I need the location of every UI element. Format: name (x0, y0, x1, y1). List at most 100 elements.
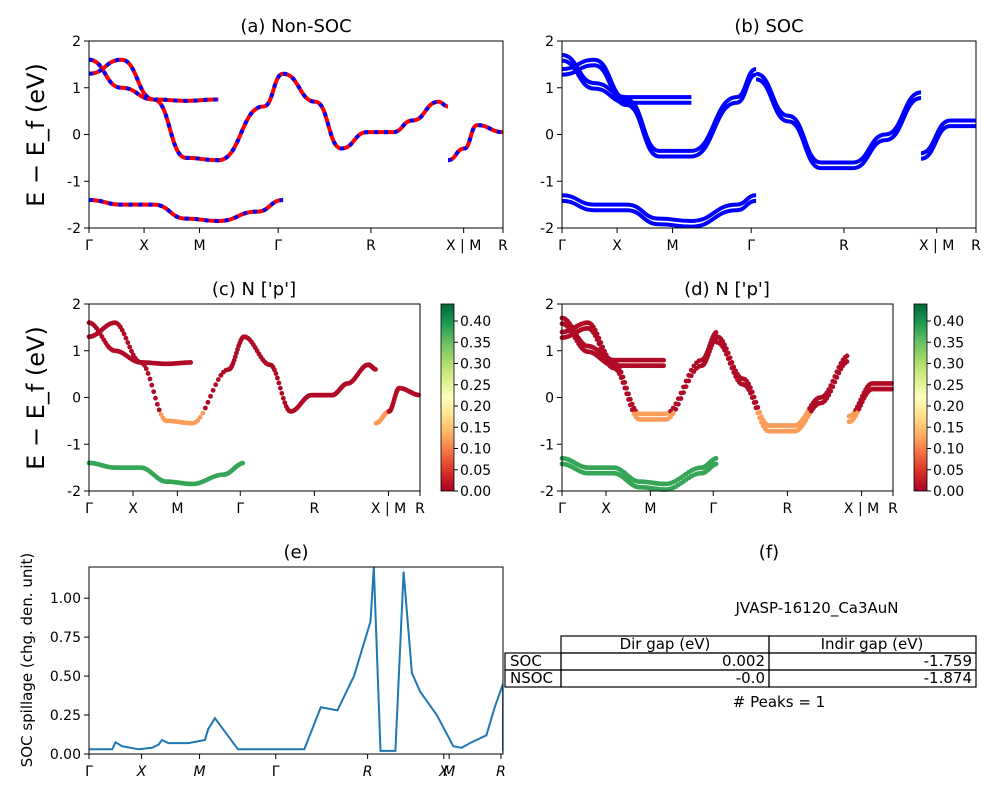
panel-c-ylabel: E − E_f (eV) (22, 326, 50, 470)
table-cell-nsoc-dir: -0.0 (736, 669, 765, 687)
panel-d-point (722, 347, 727, 353)
panel-d-point (748, 390, 753, 396)
panel-d-point (713, 455, 719, 461)
panel-d-xtick-label: Γ (558, 501, 566, 517)
table-header-indir: Indir gap (eV) (821, 635, 924, 653)
panel-a-xtick-label: M (193, 238, 205, 254)
colorbar-tick-label: 0.15 (460, 420, 491, 436)
panel-c-point (218, 372, 224, 378)
panel-b-band-2 (562, 193, 757, 223)
panel-d-point (673, 406, 679, 412)
colorbar-tick-label: 0.10 (933, 442, 964, 458)
colorbar-tick-label: 0.25 (460, 378, 491, 394)
panel-e-xtick-label: R (496, 764, 506, 780)
panel-d-point (618, 375, 624, 381)
panel-a-band-1 (89, 57, 284, 163)
panel-b-xtick-label: X | M (919, 238, 954, 254)
colorbar-tick-label: 0.40 (933, 314, 964, 330)
panel-e-ytick-label: 1.00 (50, 591, 81, 607)
panel-d-point (856, 406, 862, 412)
panel-c-point (215, 377, 221, 382)
panel-d-point (616, 371, 622, 377)
panel-d-point (668, 414, 674, 420)
panel-d-xtick-label: M (644, 501, 656, 517)
panel-e-xtick-label: R (363, 764, 373, 780)
panel-d-point (688, 373, 694, 379)
panel-d-point (598, 345, 604, 351)
panel-b-plot: -2 -1 0 1 2 Γ X M Γ R X | M R (540, 34, 981, 254)
panel-d-point (678, 396, 684, 401)
panel-c-point (154, 401, 160, 407)
panel-a-title: (a) Non-SOC (240, 16, 351, 37)
panel-b-band-1 (562, 57, 757, 153)
panel-d-point (627, 402, 633, 408)
colorbar-bar (913, 303, 928, 492)
panel-b-band-3 (755, 71, 922, 165)
panel-c-ytick-label: 0 (72, 391, 81, 407)
panel-d-title: (d) N ['p'] (684, 279, 770, 300)
panel-c-xtick-label: X (128, 501, 138, 517)
panel-d-point (725, 356, 731, 362)
panel-a-band-overlay-2 (89, 197, 284, 223)
colorbar-tick-label: 0.35 (933, 335, 964, 351)
colorbar-tick-label: 0.35 (460, 335, 491, 351)
panel-c-point (125, 340, 131, 345)
colorbar-tick-label: 0.05 (933, 463, 964, 479)
gap-table: Dir gap (eV) Indir gap (eV) SOC 0.002 -1… (504, 635, 977, 688)
panel-d-point (592, 333, 598, 339)
peaks-label: # Peaks = 1 (733, 693, 825, 711)
panel-d-point (661, 357, 666, 363)
panel-d-point (683, 384, 689, 390)
panel-d-point (757, 415, 763, 421)
panel-e-ytick-label: 0.00 (50, 747, 81, 763)
panel-e-xtick-label: X (136, 764, 147, 780)
panel-d-point (713, 335, 719, 341)
panel-c-point (210, 387, 216, 393)
panel-c-point (153, 395, 158, 401)
panel-c-point (277, 385, 283, 391)
material-id: JVASP-16120_Ca3AuN (734, 599, 898, 618)
panel-c-point (143, 366, 149, 372)
panel-c-point (149, 382, 155, 388)
panel-e-ytick-label: 0.50 (50, 669, 81, 685)
panel-d-ytick-label: 2 (545, 297, 554, 313)
panel-d-point (691, 369, 697, 374)
panel-d-xtick-label: Γ (709, 501, 717, 517)
panel-a-ylabel: E − E_f (eV) (22, 63, 50, 207)
panel-d-point (600, 350, 606, 355)
panel-c-point (147, 376, 153, 382)
panel-d-point (828, 388, 834, 394)
panel-d-point (836, 370, 842, 376)
panel-a-xtick-label: Γ (274, 238, 282, 254)
panel-e-title: (e) (283, 542, 308, 563)
panel-a-xtick-label: Γ (85, 238, 93, 254)
panel-c-point (232, 354, 238, 360)
colorbar-tick-label: 0.30 (460, 357, 491, 373)
panel-c-point (188, 360, 193, 365)
panel-b-band-2 (562, 198, 757, 228)
panel-b-xtick-label: Γ (747, 238, 755, 254)
panel-b-title: (b) SOC (734, 16, 803, 37)
panel-c-point (151, 389, 157, 395)
colorbar-tick-label: 0.20 (460, 399, 491, 415)
colorbar-tick-label: 0.20 (933, 399, 964, 415)
panel-a-band-overlay-3 (282, 71, 449, 151)
colorbar-tick-label: 0.40 (460, 314, 491, 330)
panel-d-point (723, 351, 729, 357)
spillage-line (89, 567, 503, 752)
panel-e-ytick-label: 0.75 (50, 630, 81, 646)
panel-d-xtick-label: X (601, 501, 611, 517)
panel-c-point (276, 380, 282, 386)
panel-a-frame (88, 40, 504, 229)
table-cell-soc-indir: -1.759 (924, 652, 972, 670)
panel-e-ylabel: SOC spillage (chg. den. unit) (18, 553, 36, 768)
panel-c-point (273, 371, 279, 376)
panel-c-ytick-label: -1 (67, 437, 81, 453)
panel-c-frame (88, 303, 421, 492)
panel-c-point (205, 399, 211, 405)
panel-b-ytick-label: -1 (540, 174, 554, 190)
panel-c-point (272, 367, 277, 373)
panel-c-title: (c) N ['p'] (212, 279, 296, 300)
panel-e-ytick-label: 0.25 (50, 708, 81, 724)
